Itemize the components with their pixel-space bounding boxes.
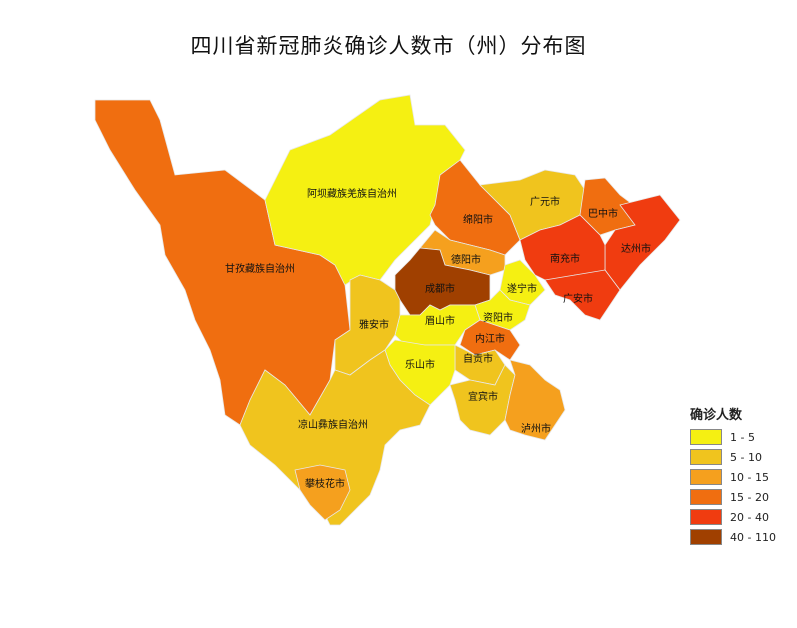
legend-item: 1 - 5 bbox=[690, 427, 776, 447]
region-label: 眉山市 bbox=[425, 314, 455, 327]
legend-swatch bbox=[690, 429, 722, 445]
legend-label: 1 - 5 bbox=[730, 430, 755, 444]
region-label: 泸州市 bbox=[521, 422, 551, 435]
region-label: 凉山彝族自治州 bbox=[298, 418, 368, 431]
legend-swatch bbox=[690, 529, 722, 545]
legend: 确诊人数 1 - 5 5 - 10 10 - 15 15 - 20 20 - 40 40 … bbox=[690, 404, 776, 547]
region-label: 内江市 bbox=[475, 332, 505, 345]
region-20 bbox=[294, 464, 351, 521]
map-title: 四川省新冠肺炎确诊人数市（州）分布图 bbox=[190, 34, 587, 58]
region-label: 广元市 bbox=[530, 195, 560, 208]
region-label: 资阳市 bbox=[483, 311, 513, 324]
legend-swatch bbox=[690, 449, 722, 465]
region-label: 南充市 bbox=[550, 252, 580, 265]
region-label: 阿坝藏族羌族自治州 bbox=[307, 187, 397, 200]
region-label: 宜宾市 bbox=[468, 390, 498, 403]
legend-title: 确诊人数 bbox=[690, 408, 743, 423]
legend-swatch bbox=[690, 509, 722, 525]
legend-item: 10 - 15 bbox=[690, 467, 776, 487]
region-label: 遂宁市 bbox=[507, 282, 537, 295]
legend-item: 20 - 40 bbox=[690, 507, 776, 527]
region-label: 达州市 bbox=[621, 242, 651, 255]
region-label: 绵阳市 bbox=[463, 213, 493, 226]
region-label: 成都市 bbox=[425, 282, 455, 295]
legend-item: 15 - 20 bbox=[690, 487, 776, 507]
legend-swatch bbox=[690, 489, 722, 505]
legend-label: 5 - 10 bbox=[730, 450, 762, 464]
legend-swatch bbox=[690, 469, 722, 485]
region-17 bbox=[504, 359, 566, 441]
region-label: 巴中市 bbox=[588, 207, 618, 220]
region-7 bbox=[544, 269, 621, 321]
legend-label: 15 - 20 bbox=[730, 490, 769, 504]
region-label: 德阳市 bbox=[451, 253, 481, 266]
region-label: 广安市 bbox=[563, 292, 593, 305]
legend-label: 20 - 40 bbox=[730, 510, 769, 524]
legend-item: 5 - 10 bbox=[690, 447, 776, 467]
region-18 bbox=[334, 274, 401, 376]
region-label: 甘孜藏族自治州 bbox=[225, 262, 295, 275]
legend-item: 40 - 110 bbox=[690, 527, 776, 547]
region-label: 乐山市 bbox=[405, 358, 435, 371]
region-label: 攀枝花市 bbox=[305, 477, 345, 490]
legend-label: 10 - 15 bbox=[730, 470, 769, 484]
region-label: 雅安市 bbox=[359, 318, 389, 331]
legend-label: 40 - 110 bbox=[730, 530, 776, 544]
region-13 bbox=[459, 319, 521, 361]
region-label: 自贡市 bbox=[463, 352, 493, 365]
